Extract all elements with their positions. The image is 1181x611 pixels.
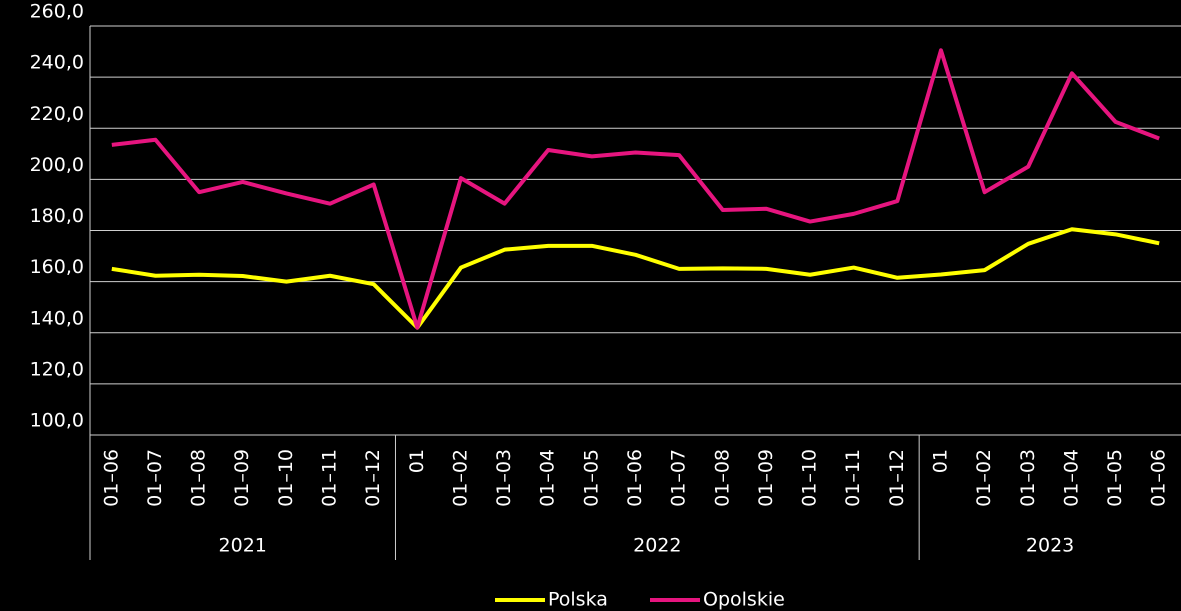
x-tick-label: 01–05 bbox=[1104, 449, 1126, 507]
x-tick-label: 01–08 bbox=[711, 449, 733, 507]
x-tick-label: 01–07 bbox=[668, 449, 690, 507]
x-tick-label: 01–09 bbox=[231, 449, 253, 507]
x-tick-label: 01–04 bbox=[537, 449, 559, 507]
x-tick-label: 01–11 bbox=[842, 449, 864, 507]
y-tick-label: 180,0 bbox=[30, 205, 84, 227]
line-series bbox=[111, 48, 1160, 330]
x-tick-label: 01–06 bbox=[624, 449, 646, 507]
legend-label: Opolskie bbox=[703, 589, 785, 611]
x-tick-label: 01–12 bbox=[886, 449, 908, 507]
x-tick-label: 01 bbox=[406, 449, 428, 473]
y-tick-label: 260,0 bbox=[30, 1, 84, 23]
x-tick-label: 01–06 bbox=[1148, 449, 1170, 507]
x-tick-label: 01–10 bbox=[799, 449, 821, 507]
y-tick-label: 220,0 bbox=[30, 103, 84, 125]
y-tick-label: 160,0 bbox=[30, 256, 84, 278]
x-tick-label: 01–05 bbox=[580, 449, 602, 507]
x-tick-label: 01–02 bbox=[449, 449, 471, 507]
x-tick-label: 01–04 bbox=[1060, 449, 1082, 507]
x-tick-label: 01–11 bbox=[319, 449, 341, 507]
x-tick-label: 01–08 bbox=[188, 449, 210, 507]
y-tick-label: 200,0 bbox=[30, 154, 84, 176]
group-label: 2021 bbox=[219, 535, 267, 557]
x-tick-label: 01–03 bbox=[1017, 449, 1039, 507]
x-tick-label: 01–06 bbox=[100, 449, 122, 507]
group-label: 2023 bbox=[1026, 535, 1074, 557]
x-tick-label: 01–12 bbox=[362, 449, 384, 507]
x-tick-label: 01–09 bbox=[755, 449, 777, 507]
y-tick-label: 120,0 bbox=[30, 358, 84, 380]
y-tick-label: 140,0 bbox=[30, 307, 84, 329]
x-tick-label: 01 bbox=[929, 449, 951, 473]
y-tick-label: 240,0 bbox=[30, 52, 84, 74]
line-series bbox=[111, 227, 1160, 330]
x-tick-label: 01–07 bbox=[144, 449, 166, 507]
x-tick-label: 01–03 bbox=[493, 449, 515, 507]
x-tick-label: 01–02 bbox=[973, 449, 995, 507]
legend-label: Polska bbox=[548, 589, 608, 611]
group-label: 2022 bbox=[633, 535, 681, 557]
x-tick-label: 01–10 bbox=[275, 449, 297, 507]
y-tick-label: 100,0 bbox=[30, 410, 84, 432]
